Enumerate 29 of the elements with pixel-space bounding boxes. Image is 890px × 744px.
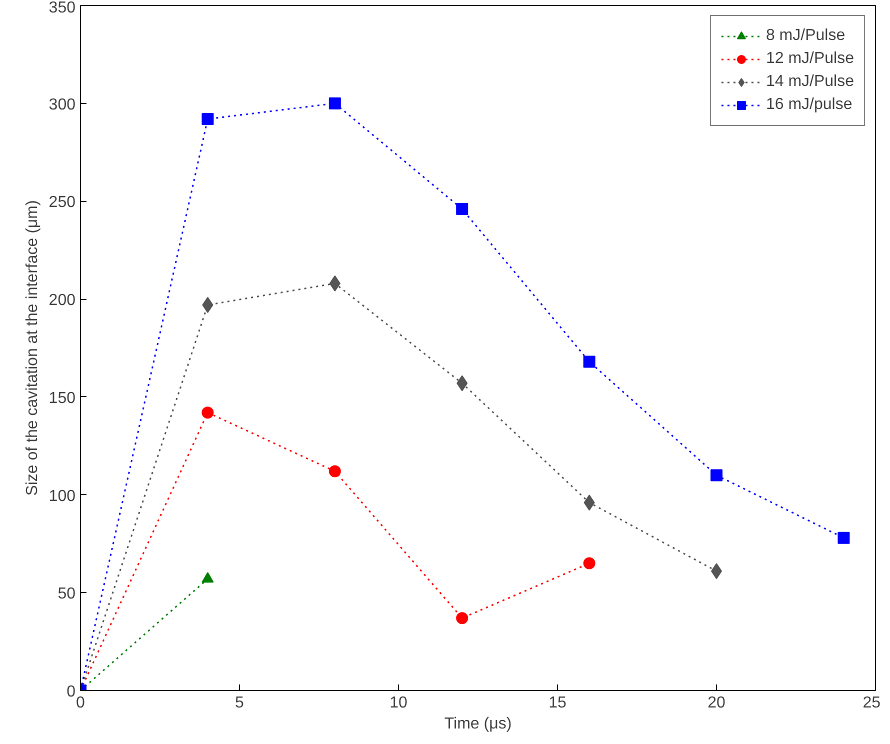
x-axis-title: Time (μs) bbox=[444, 716, 512, 732]
y-axis-title: Size of the cavitation at the interface (μm) bbox=[24, 200, 41, 496]
y-tick-label: 50 bbox=[58, 586, 76, 603]
y-tick-label: 300 bbox=[48, 96, 76, 114]
point bbox=[710, 469, 722, 482]
y-tick-label: 250 bbox=[48, 194, 76, 212]
x-tick-label: 20 bbox=[708, 694, 726, 712]
point bbox=[583, 557, 596, 570]
legend-label: 8 mJ/Pulse bbox=[766, 27, 846, 45]
legend-label: 14 mJ/Pulse bbox=[766, 73, 854, 91]
x-tick-label: 10 bbox=[390, 694, 408, 712]
point bbox=[583, 356, 596, 368]
point bbox=[202, 113, 214, 126]
y-tick-label: 350 bbox=[48, 0, 76, 16]
legend-label: 16 mJ/pulse bbox=[766, 96, 852, 114]
point bbox=[328, 465, 341, 478]
x-tick-label: 15 bbox=[548, 694, 566, 712]
point bbox=[328, 97, 341, 110]
x-tick-label: 5 bbox=[235, 694, 244, 712]
legend-label: 12 mJ/Pulse bbox=[766, 50, 854, 68]
y-tick-label: 150 bbox=[48, 390, 76, 407]
y-tick-label: 200 bbox=[48, 292, 76, 310]
point bbox=[202, 406, 214, 419]
point bbox=[838, 532, 850, 544]
point bbox=[456, 612, 468, 624]
x-tick-label: 25 bbox=[862, 694, 881, 712]
point bbox=[456, 203, 468, 216]
y-tick-label: 0 bbox=[66, 684, 76, 700]
y-tick-label: 100 bbox=[48, 488, 76, 505]
